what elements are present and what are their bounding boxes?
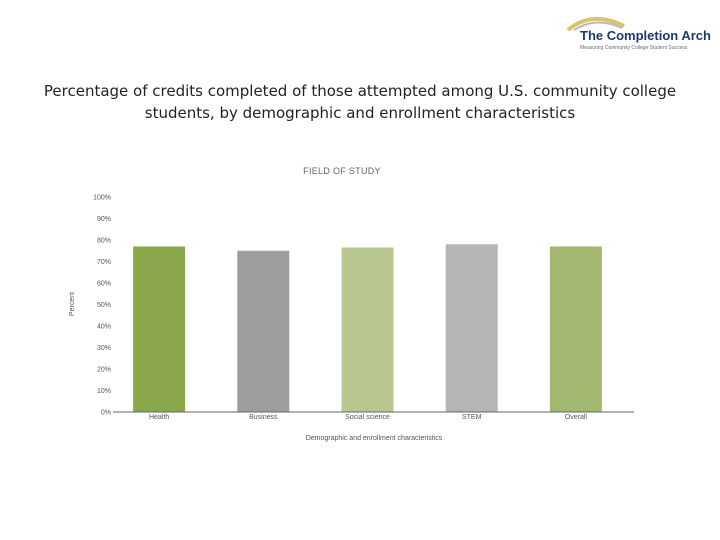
y-tick-label: 90% bbox=[97, 216, 111, 223]
y-tick-label: 40% bbox=[97, 324, 111, 331]
completion-arch-logo: The Completion Arch Measuring Community … bbox=[562, 12, 712, 56]
y-tick-label: 0% bbox=[101, 410, 111, 417]
arch-logo-icon bbox=[566, 17, 625, 32]
y-tick-label: 80% bbox=[97, 238, 111, 245]
bar-business bbox=[237, 250, 290, 412]
bar-stem bbox=[445, 244, 498, 412]
y-tick-label: 60% bbox=[97, 281, 111, 288]
x-tick-label: Health bbox=[149, 414, 169, 421]
bar-social-science bbox=[341, 247, 394, 412]
logo-title: The Completion Arch bbox=[580, 28, 711, 43]
chart-title: FIELD OF STUDY bbox=[303, 166, 381, 176]
bar-health bbox=[133, 246, 186, 412]
x-tick-label: Business bbox=[249, 414, 278, 421]
x-tick-label: Overall bbox=[565, 414, 588, 421]
y-tick-label: 100% bbox=[93, 195, 111, 202]
y-tick-label: 10% bbox=[97, 388, 111, 395]
y-tick-label: 50% bbox=[97, 302, 111, 309]
y-tick-label: 20% bbox=[97, 367, 111, 374]
y-axis-label: Percent bbox=[69, 292, 76, 316]
logo-subtitle: Measuring Community College Student Succ… bbox=[580, 45, 688, 51]
y-tick-label: 70% bbox=[97, 259, 111, 266]
bar-overall bbox=[549, 246, 602, 412]
x-tick-label: Social science bbox=[345, 414, 390, 421]
x-axis-label: Demographic and enrollment characteristi… bbox=[306, 435, 443, 442]
slide-title: Percentage of credits completed of those… bbox=[43, 82, 677, 122]
x-tick-label: STEM bbox=[462, 414, 482, 421]
y-tick-label: 30% bbox=[97, 345, 111, 352]
